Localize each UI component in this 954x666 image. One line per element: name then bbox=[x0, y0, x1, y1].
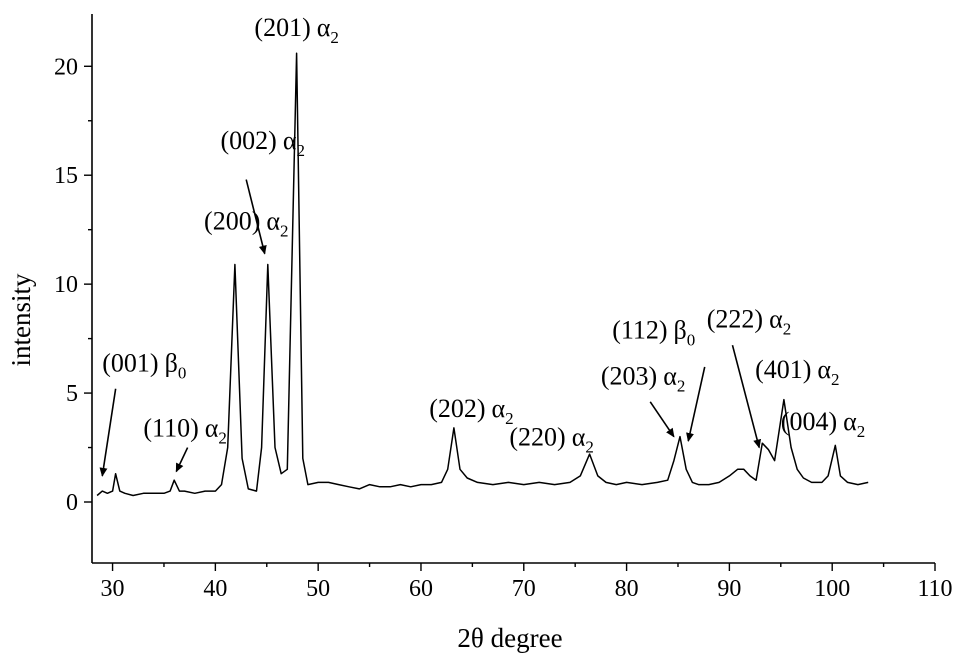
y-tick-label: 0 bbox=[66, 490, 78, 516]
ticks: 30 40 50 60 70 80 90 100 110 0 5 10 15 20 bbox=[54, 54, 953, 602]
x-tick-label: 50 bbox=[306, 576, 330, 602]
x-tick-label: 80 bbox=[615, 576, 639, 602]
y-tick-label: 15 bbox=[54, 163, 78, 189]
x-tick-label: 70 bbox=[512, 576, 536, 602]
peak-label-text: (220) α2 bbox=[509, 422, 593, 456]
peak-label-p200: (200) α2 bbox=[204, 207, 288, 241]
peak-label-text: (201) α2 bbox=[254, 13, 338, 47]
y-axis-title: intensity bbox=[6, 273, 36, 366]
peak-label-p203: (203) α2 bbox=[601, 361, 685, 438]
x-tick-label: 60 bbox=[409, 576, 433, 602]
peak-label-p220: (220) α2 bbox=[509, 422, 593, 456]
x-tick-label: 40 bbox=[203, 576, 227, 602]
peak-arrow bbox=[686, 366, 706, 442]
peak-label-p202: (202) α2 bbox=[429, 394, 513, 428]
peak-label-text: (200) α2 bbox=[204, 207, 288, 241]
y-tick-label: 10 bbox=[54, 272, 78, 298]
peak-label-p201: (201) α2 bbox=[254, 13, 338, 47]
x-tick-label: 100 bbox=[814, 576, 850, 602]
peak-label-p401: (401) α2 bbox=[755, 355, 839, 389]
peak-label-text: (112) β0 bbox=[612, 316, 695, 350]
peak-label-text: (110) α2 bbox=[143, 414, 226, 448]
peak-arrow bbox=[175, 447, 189, 473]
x-tick-label: 90 bbox=[717, 576, 741, 602]
peak-label-p112: (112) β0 bbox=[612, 316, 706, 442]
y-tick-label: 20 bbox=[54, 54, 78, 80]
x-tick-label: 30 bbox=[101, 576, 125, 602]
axes bbox=[91, 14, 935, 564]
peak-label-p001: (001) β0 bbox=[99, 348, 186, 477]
x-axis-title: 2θ degree bbox=[457, 623, 562, 653]
y-tick-label: 5 bbox=[66, 381, 78, 407]
peak-label-text: (002) α2 bbox=[221, 126, 305, 160]
peak-label-text: (004) α2 bbox=[781, 407, 865, 441]
peak-label-text: (222) α2 bbox=[707, 305, 791, 339]
xrd-series-line bbox=[96, 52, 869, 497]
peak-annotations: (001) β0 (110) α2 (200) α2 (002) α2 (201) α2 (202)… bbox=[99, 13, 865, 477]
peak-label-text: (001) β0 bbox=[102, 348, 186, 382]
peak-label-p004: (004) α2 bbox=[781, 407, 865, 441]
peak-label-text: (203) α2 bbox=[601, 361, 685, 395]
peak-label-p110: (110) α2 bbox=[143, 414, 227, 473]
peak-label-text: (202) α2 bbox=[429, 394, 513, 428]
peak-label-text: (401) α2 bbox=[755, 355, 839, 389]
plot-area bbox=[96, 52, 869, 497]
peak-arrow bbox=[649, 401, 675, 438]
x-tick-label: 110 bbox=[917, 576, 952, 602]
peak-label-p222: (222) α2 bbox=[707, 305, 791, 449]
peak-arrow bbox=[245, 179, 267, 255]
peak-arrow bbox=[99, 388, 117, 477]
peak-arrow bbox=[731, 344, 762, 449]
peak-label-p002: (002) α2 bbox=[221, 126, 305, 255]
